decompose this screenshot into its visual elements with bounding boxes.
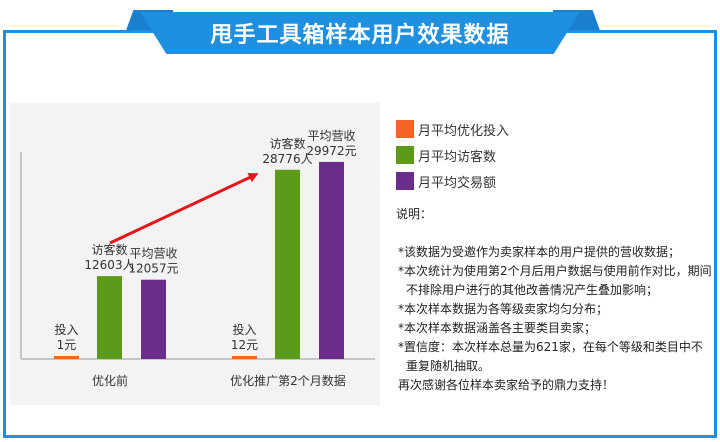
- bar-value-label: 12057元: [128, 262, 178, 276]
- legend-label: 月平均交易额: [418, 175, 497, 191]
- bar: [141, 279, 166, 359]
- note-item: *置信度：本次样本总量为621家，在每个等级和类目中不重复随机抽取。: [398, 340, 703, 373]
- legend-swatch: [396, 120, 414, 138]
- chart-legend: 月平均优化投入 月平均访客数 月平均交易额: [396, 116, 509, 194]
- bar: [275, 169, 300, 359]
- bar: [97, 276, 122, 359]
- bar-series-label: 平均营收: [307, 129, 355, 143]
- bar-series-label: 访客数: [269, 136, 305, 151]
- notes-heading: 说明：: [396, 207, 433, 221]
- bar-value-label: 29972元: [306, 144, 356, 158]
- bar: [54, 356, 79, 359]
- chart-panel: [10, 103, 380, 405]
- notes-closing: 再次感谢各位样本卖家给予的鼎力支持！: [398, 378, 615, 392]
- legend-item-visitors: 月平均访客数: [396, 142, 509, 168]
- bar-series-label: 访客数: [91, 242, 127, 257]
- x-category-label: 优化前: [92, 373, 128, 388]
- bar-value-label: 1元: [57, 338, 77, 352]
- legend-label: 月平均访客数: [418, 149, 497, 165]
- bar-value-label: 28776人: [262, 152, 312, 166]
- bar: [319, 161, 344, 359]
- note-item: *本次统计为使用第2个月后用户数据与使用前作对比，期间不排除用户进行的其他改善情…: [398, 264, 712, 297]
- legend-swatch: [396, 146, 414, 164]
- note-item: *该数据为受邀作为卖家样本的用户提供的营收数据；: [398, 245, 681, 259]
- bar-value-label: 12元: [231, 338, 258, 352]
- bar: [232, 356, 257, 359]
- note-item: *本次样本数据为各等级卖家均匀分布；: [398, 302, 609, 316]
- legend-label: 月平均优化投入: [418, 123, 510, 139]
- notes-section: 说明： *该数据为受邀作为卖家样本的用户提供的营收数据； *本次统计为使用第2个…: [396, 205, 714, 395]
- bar-series-label: 平均营收: [129, 247, 177, 261]
- bar-value-label: 12603人: [84, 258, 134, 272]
- legend-item-revenue: 月平均交易额: [396, 168, 509, 194]
- page-title: 甩手工具箱样本用户效果数据: [140, 12, 580, 54]
- legend-swatch: [396, 172, 414, 190]
- x-category-label: 优化推广第2个月数据: [230, 373, 346, 388]
- bar-series-label: 投入: [54, 322, 78, 337]
- bar-chart: 投入1元访客数12603人平均营收12057元优化前投入12元访客数28776人…: [20, 129, 375, 388]
- note-item: *本次样本数据涵盖各主要类目卖家；: [398, 321, 597, 335]
- trend-arrow: [109, 173, 259, 245]
- bar-series-label: 投入: [232, 322, 256, 337]
- legend-item-investment: 月平均优化投入: [396, 116, 509, 142]
